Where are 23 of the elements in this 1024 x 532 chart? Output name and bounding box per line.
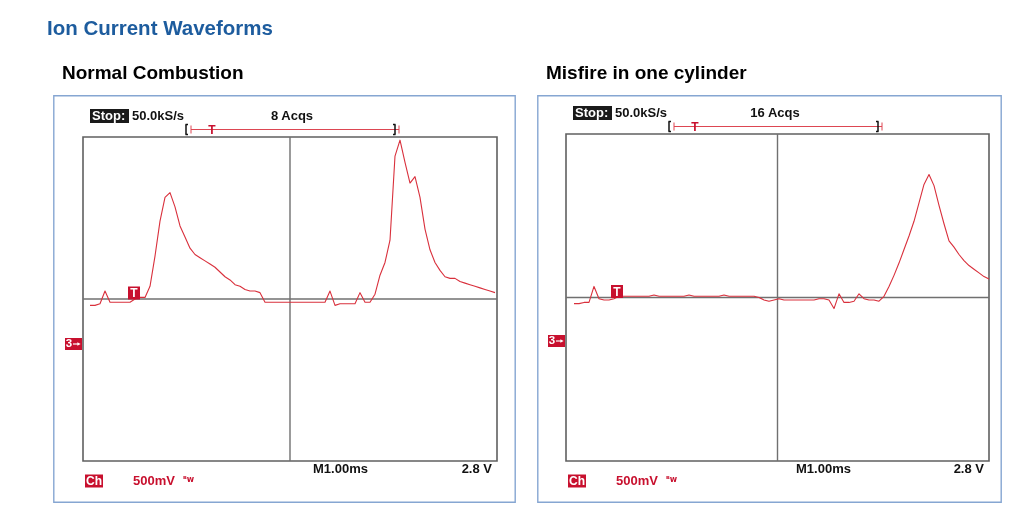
text: ᴮw — [666, 475, 678, 484]
text: 500mV — [616, 473, 659, 488]
text: 3 — [65, 337, 73, 349]
text: 500mV — [133, 473, 176, 488]
text: ᴮw — [183, 475, 195, 484]
text: Ion Current Waveforms — [47, 16, 273, 39]
text: 2.8 V — [461, 461, 493, 476]
text: 50.0kS/s — [615, 105, 668, 120]
text: 3 — [548, 334, 556, 346]
text: Ch — [569, 474, 585, 488]
text: 2.8 V — [953, 461, 985, 476]
text: 16 Acqs — [750, 105, 800, 120]
text: 50.0kS/s — [132, 108, 185, 123]
text: Ch — [86, 474, 102, 488]
text: Stop: — [92, 108, 126, 123]
text: Stop: — [575, 105, 609, 120]
chart-title: Normal Combustion — [62, 61, 244, 83]
annotation: T — [130, 286, 139, 300]
annotation: T — [613, 284, 622, 299]
chart-title: Misfire in one cylinder — [546, 61, 748, 83]
text: 8 Acqs — [270, 108, 314, 123]
text: M1.00ms — [796, 461, 851, 476]
text: M1.00ms — [313, 461, 368, 476]
